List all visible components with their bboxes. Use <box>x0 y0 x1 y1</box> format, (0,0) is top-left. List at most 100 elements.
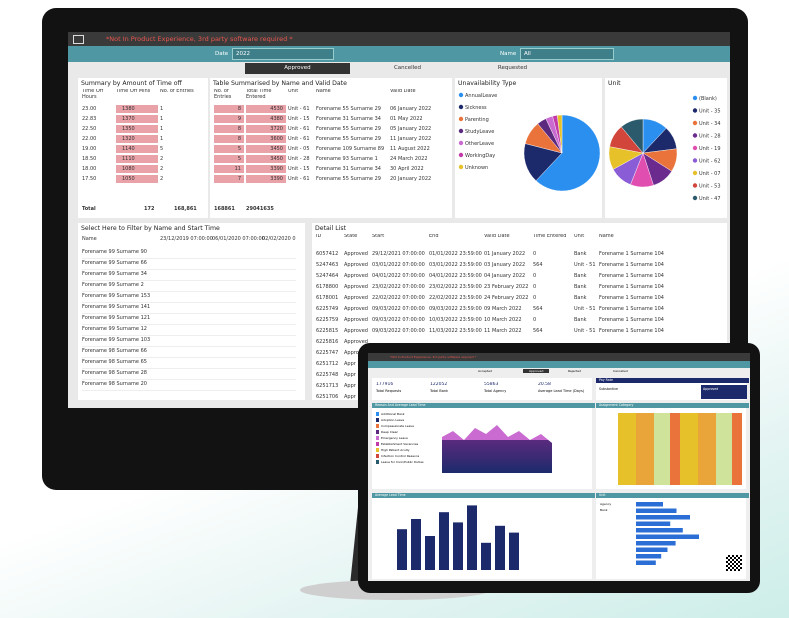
table-cell: 23.00 <box>82 106 97 112</box>
list-item[interactable]: Forename 98 Surname 20 <box>82 381 296 391</box>
list-item[interactable]: Forename 99 Surname 141 <box>82 304 296 314</box>
tablet-filter-bar <box>368 361 750 368</box>
table-cell: Approved <box>344 306 368 312</box>
table-cell: 564 <box>533 262 543 268</box>
list-item[interactable]: Forename 98 Surname 65 <box>82 359 296 369</box>
table-cell: 11 January 2022 <box>390 136 432 142</box>
legend-swatch <box>692 170 698 176</box>
bar <box>636 547 668 552</box>
legend-label: Unit - 53 <box>699 183 721 189</box>
table-cell: Bank <box>574 317 587 323</box>
panel-title: Summary by Amount of Time off <box>81 80 182 87</box>
legend-label: Establishment Vacancies <box>376 442 418 446</box>
pie-chart: AnnualLeave Sickness Parenting StudyLeave Ot… <box>458 92 601 192</box>
table-cell: Unit - 51 <box>574 328 596 334</box>
list-item[interactable]: Forename 99 Surname 103 <box>82 337 296 347</box>
table-cell: 06 January 2022 <box>390 106 432 112</box>
table-cell: 1080 <box>116 165 158 173</box>
table-cell: Forename 1 Surname 104 <box>599 251 664 257</box>
table-cell: Approved <box>344 262 368 268</box>
list-item[interactable]: Forename 99 Surname 12 <box>82 326 296 336</box>
panel-title: Unit <box>596 493 749 498</box>
tab[interactable]: Approved <box>523 369 550 373</box>
table-cell: 18.50 <box>82 156 97 162</box>
table-cell: Appr <box>344 394 356 400</box>
table-cell: 6225759 <box>316 317 339 323</box>
column-header: Name <box>599 234 614 239</box>
table-cell: 4530 <box>246 105 286 113</box>
tab[interactable]: Cancelled <box>613 369 628 373</box>
bar <box>636 554 662 559</box>
tablet-banner: *Not In Product Experience, 3rd party so… <box>390 355 477 359</box>
list-item[interactable]: Forename 98 Surname 66 <box>82 348 296 358</box>
bar <box>636 534 699 539</box>
table-cell: 03/01/2022 07:00:00 <box>372 262 425 268</box>
table-cell: 22.83 <box>82 116 97 122</box>
bar <box>509 532 519 570</box>
list-item[interactable]: Forename 99 Surname 90 <box>82 249 296 259</box>
table-cell: Appr <box>344 383 356 389</box>
table-cell: Bank <box>574 284 587 290</box>
legend-label: Adoption Leave <box>376 418 404 422</box>
bar <box>453 522 463 570</box>
legend-label: Unit - 19 <box>699 146 721 152</box>
table-cell: 1140 <box>116 145 158 153</box>
reason-panel: Reason And Average Lead Time Additional … <box>372 403 595 489</box>
legend-swatch <box>692 120 698 126</box>
list-item[interactable]: Forename 99 Surname 153 <box>82 293 296 303</box>
filter-panel: Select Here to Filter by Name and Start … <box>78 223 305 400</box>
table-cell: 3450 <box>246 155 286 163</box>
tab[interactable]: Approved <box>245 63 350 74</box>
table-cell: 03/01/2022 23:59:00 <box>429 262 482 268</box>
total-cell: 172 <box>144 206 155 212</box>
table-cell: 03 January 2022 <box>484 262 526 268</box>
total-cell: 168,861 <box>174 206 197 212</box>
table-cell: Forename 1 Surname 104 <box>599 273 664 279</box>
bar <box>411 519 421 570</box>
table-cell: 5 <box>214 155 244 163</box>
tab[interactable]: Rejected <box>568 369 582 373</box>
list-item[interactable]: Forename 99 Surname 121 <box>82 315 296 325</box>
legend-label: Unit - 07 <box>699 171 721 177</box>
table-cell: 11/03/2022 23:59:00 <box>429 328 482 334</box>
table-cell: Forename 1 Surname 104 <box>599 328 664 334</box>
tab[interactable]: Cancelled <box>393 65 422 71</box>
panel-title: Assignment Category <box>596 403 749 408</box>
table-cell: 0 <box>533 295 537 301</box>
column-header: Name <box>82 236 97 242</box>
table-cell: 09/03/2022 07:00:00 <box>372 306 425 312</box>
list-item[interactable]: Forename 98 Surname 28 <box>82 370 296 380</box>
column-header: 06/01/2020 07:00:00 <box>212 236 265 242</box>
table-cell: 1380 <box>116 105 158 113</box>
legend-swatch <box>458 116 464 122</box>
list-item[interactable]: Forename 99 Surname 2 <box>82 282 296 292</box>
column-header: Start <box>372 234 385 239</box>
name-dropdown[interactable]: All <box>520 48 614 60</box>
table-cell: 20 January 2022 <box>390 176 432 182</box>
column-header: Time Entered <box>533 234 567 239</box>
table-cell: 22.00 <box>82 136 97 142</box>
table-cell: 10/03/2022 23:59:00 <box>429 317 482 323</box>
tab[interactable]: Accepted <box>478 369 492 373</box>
panel-title: Average Lead Time <box>372 493 595 498</box>
table-cell: 17.50 <box>82 176 97 182</box>
legend-label: Deep Clean <box>376 430 398 434</box>
pie-slice <box>621 118 644 154</box>
tab-row: Approved Cancelled Requested <box>68 63 730 74</box>
bar <box>397 529 407 570</box>
list-item[interactable]: Forename 99 Surname 34 <box>82 271 296 281</box>
list-item[interactable]: Forename 99 Surname 66 <box>82 260 296 270</box>
table-cell: Unit - 51 <box>574 306 596 312</box>
table-cell: 09/03/2022 07:00:00 <box>372 328 425 334</box>
legend-label: (Blank) <box>699 96 717 102</box>
table-cell: Approved <box>344 317 368 323</box>
bar <box>495 525 505 570</box>
date-dropdown[interactable]: 2022 <box>232 48 334 60</box>
table-cell: Unit - 51 <box>574 262 596 268</box>
table-cell: 2 <box>160 176 164 182</box>
tab[interactable]: Requested <box>497 65 528 71</box>
table-cell: Forename 93 Surname 1 <box>316 156 378 162</box>
column-header: Total Time Entered <box>246 89 272 100</box>
column-header: Valid Date <box>390 89 416 94</box>
